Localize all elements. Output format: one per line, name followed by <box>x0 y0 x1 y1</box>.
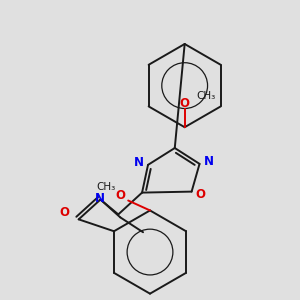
Text: N: N <box>134 156 144 170</box>
Text: N: N <box>203 155 214 168</box>
Text: CH₃: CH₃ <box>97 182 116 192</box>
Text: O: O <box>115 189 125 202</box>
Text: CH₃: CH₃ <box>197 91 216 100</box>
Text: O: O <box>180 97 190 110</box>
Text: O: O <box>60 206 70 219</box>
Text: N: N <box>94 192 104 205</box>
Text: O: O <box>196 188 206 201</box>
